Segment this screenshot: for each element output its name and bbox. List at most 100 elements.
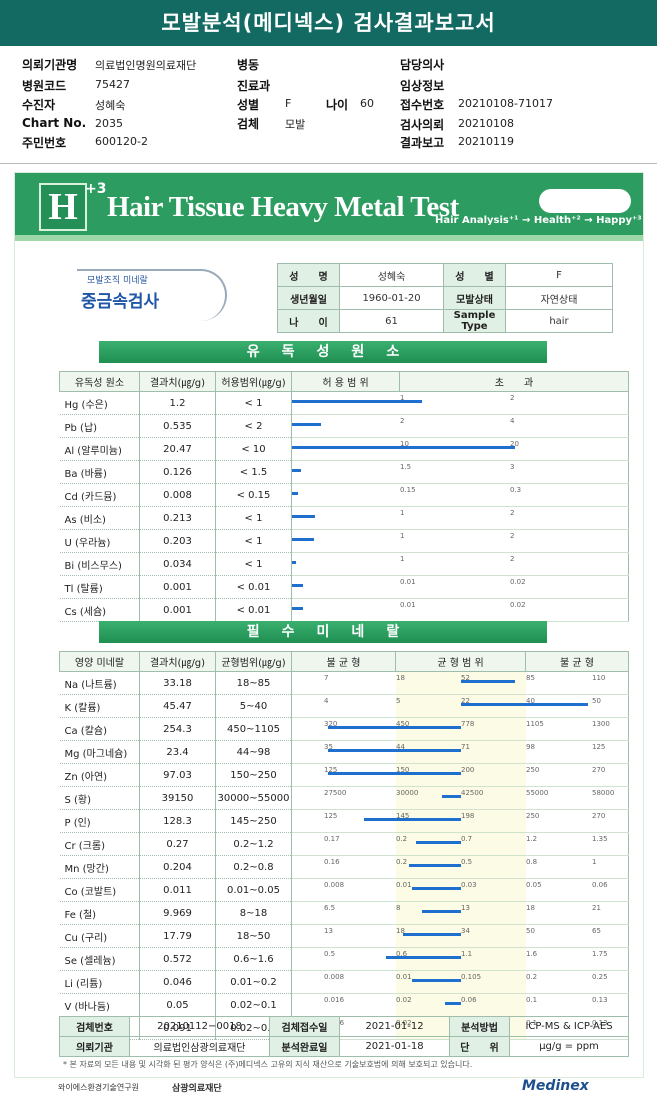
clinical-label: 임상정보 [400, 79, 445, 93]
copyright-note: * 본 자료의 모든 내용 및 시각화 된 평가 양식은 (주)메디넥스 고유의… [63, 1060, 473, 1069]
patient-value: 성혜숙 [95, 99, 126, 112]
element-name: Fe (철) [59, 901, 140, 925]
report-label: 결과보고 [400, 136, 445, 150]
tick-label: 1.6 [526, 950, 538, 958]
balance-zone [396, 672, 526, 694]
tick-label: 85 [526, 674, 535, 682]
balance-range: 0.02~0.1 [215, 993, 292, 1017]
tick-label: 0.02 [510, 578, 526, 586]
bar-track: 0.016 0.02 0.06 0.1 0.13 [292, 994, 628, 1016]
result-value: 0.126 [139, 460, 216, 484]
request-value: 20210108 [458, 117, 514, 130]
tick-label: 0.008 [324, 881, 345, 889]
mineral-row: Se (셀레늄) 0.572 0.6~1.6 0.5 0.6 1.1 1.6 1.75 [59, 947, 629, 971]
toxic-section-title: 유독성원소 [99, 341, 547, 363]
tick-label: 0.01 [400, 601, 416, 609]
tick-label: 0.2 [396, 835, 408, 843]
tick-label: 2 [400, 417, 405, 425]
balance-range: 0.6~1.6 [215, 947, 292, 971]
mineral-row: K (칼륨) 45.47 5~40 4 5 22 40 50 [59, 694, 629, 718]
result-bar [461, 703, 588, 706]
chart-label: Chart No. [22, 116, 87, 130]
scanned-report: H +3 Hair Tissue Heavy Metal Test Hair A… [14, 172, 644, 1078]
report-value: 20210119 [458, 135, 514, 148]
tick-label: 2 [510, 532, 515, 540]
tick-label: 2 [510, 394, 515, 402]
element-name: P (인) [59, 809, 140, 833]
bar-track: 0.01 0.02 [292, 599, 628, 621]
balance-range: 0.01~0.05 [215, 878, 292, 902]
chart-cell: 6.5 8 13 18 21 [291, 901, 629, 925]
bar-track: 1.5 3 [292, 461, 628, 483]
tick-label: 71 [461, 743, 470, 751]
tick-label: 98 [526, 743, 535, 751]
allowed-range: < 1 [215, 506, 292, 530]
mineral-row: Cu (구리) 17.79 18~50 13 18 34 50 65 [59, 924, 629, 948]
mineral-row: P (인) 128.3 145~250 125 145 198 250 270 [59, 809, 629, 833]
tick-label: 110 [592, 674, 606, 682]
result-value: 9.969 [139, 901, 216, 925]
bar-track: 7 18 52 85 110 [292, 672, 628, 694]
bar-track: 27500 30000 42500 55000 58000 [292, 787, 628, 809]
tick-label: 0.2 [396, 858, 408, 866]
tick-label: 30000 [396, 789, 419, 797]
tick-label: 200 [461, 766, 475, 774]
bar-track: 0.17 0.2 0.7 1.2 1.35 [292, 833, 628, 855]
report-title: 모발분석(메디넥스) 검사결과보고서 [0, 0, 657, 46]
logo-arc-icon [77, 269, 227, 321]
element-name: Mn (망간) [59, 855, 140, 879]
analysis-footer: 검체번호 20210112−0018 검체접수일 2021-01-12 분석방법… [59, 1016, 629, 1057]
chart-cell: 0.016 0.02 0.06 0.1 0.13 [291, 993, 629, 1017]
tick-label: 0.2 [526, 973, 538, 981]
tick-label: 22 [461, 697, 470, 705]
tick-label: 0.01 [396, 973, 412, 981]
mineral-row: Ca (칼슘) 254.3 450~1105 320 450 778 1105 1300 [59, 717, 629, 741]
pinfo-hair: 자연상태 [505, 286, 613, 310]
tick-label: 0.01 [400, 578, 416, 586]
result-bar [292, 400, 422, 403]
banner-tagline: Hair Analysis⁺¹ → Health⁺² → Happy⁺³ [435, 215, 642, 226]
tick-label: 0.02 [510, 601, 526, 609]
receipt-label: 접수번호 [400, 98, 445, 112]
tick-label: 10 [400, 440, 409, 448]
pinfo-hair-key: 모발상태 [443, 286, 506, 310]
completed-date: 2021-01-18 [339, 1036, 450, 1057]
tick-label: 34 [461, 927, 470, 935]
result-value: 0.046 [139, 970, 216, 994]
banner-pill [539, 189, 631, 213]
tick-label: 18 [396, 927, 405, 935]
code-label: 병원코드 [22, 79, 67, 93]
institute-logo: 와이에스환경기술연구원 [58, 1083, 139, 1092]
bar-track: 35 44 71 98 125 [292, 741, 628, 763]
tick-label: 0.02 [396, 996, 412, 1004]
unit-key: 단 위 [449, 1036, 510, 1057]
result-value: 0.203 [139, 529, 216, 553]
element-name: Pb (납) [59, 414, 140, 438]
chart-cell: 35 44 71 98 125 [291, 740, 629, 764]
balance-range: 0.01~0.2 [215, 970, 292, 994]
tick-label: 1 [400, 555, 405, 563]
tick-label: 1.35 [592, 835, 608, 843]
tick-label: 0.5 [461, 858, 473, 866]
tick-label: 0.15 [400, 486, 416, 494]
tick-label: 450 [396, 720, 410, 728]
logo-small-text: 모발조직 미네랄 [87, 276, 148, 286]
pinfo-age: 61 [339, 309, 444, 333]
allowed-range: < 0.15 [215, 483, 292, 507]
element-name: Na (나트륨) [59, 671, 140, 695]
balance-range: 150~250 [215, 763, 292, 787]
result-bar [292, 538, 314, 541]
result-bar [461, 680, 515, 683]
balance-zone [396, 879, 526, 901]
mineral-header: 균 형 범 위 [395, 651, 526, 672]
tick-label: 0.6 [396, 950, 408, 958]
tick-label: 270 [592, 812, 606, 820]
result-value: 20.47 [139, 437, 216, 461]
chart-cell: 320 450 778 1105 1300 [291, 717, 629, 741]
toxic-header: 결과치(㎍/g) [139, 371, 216, 392]
